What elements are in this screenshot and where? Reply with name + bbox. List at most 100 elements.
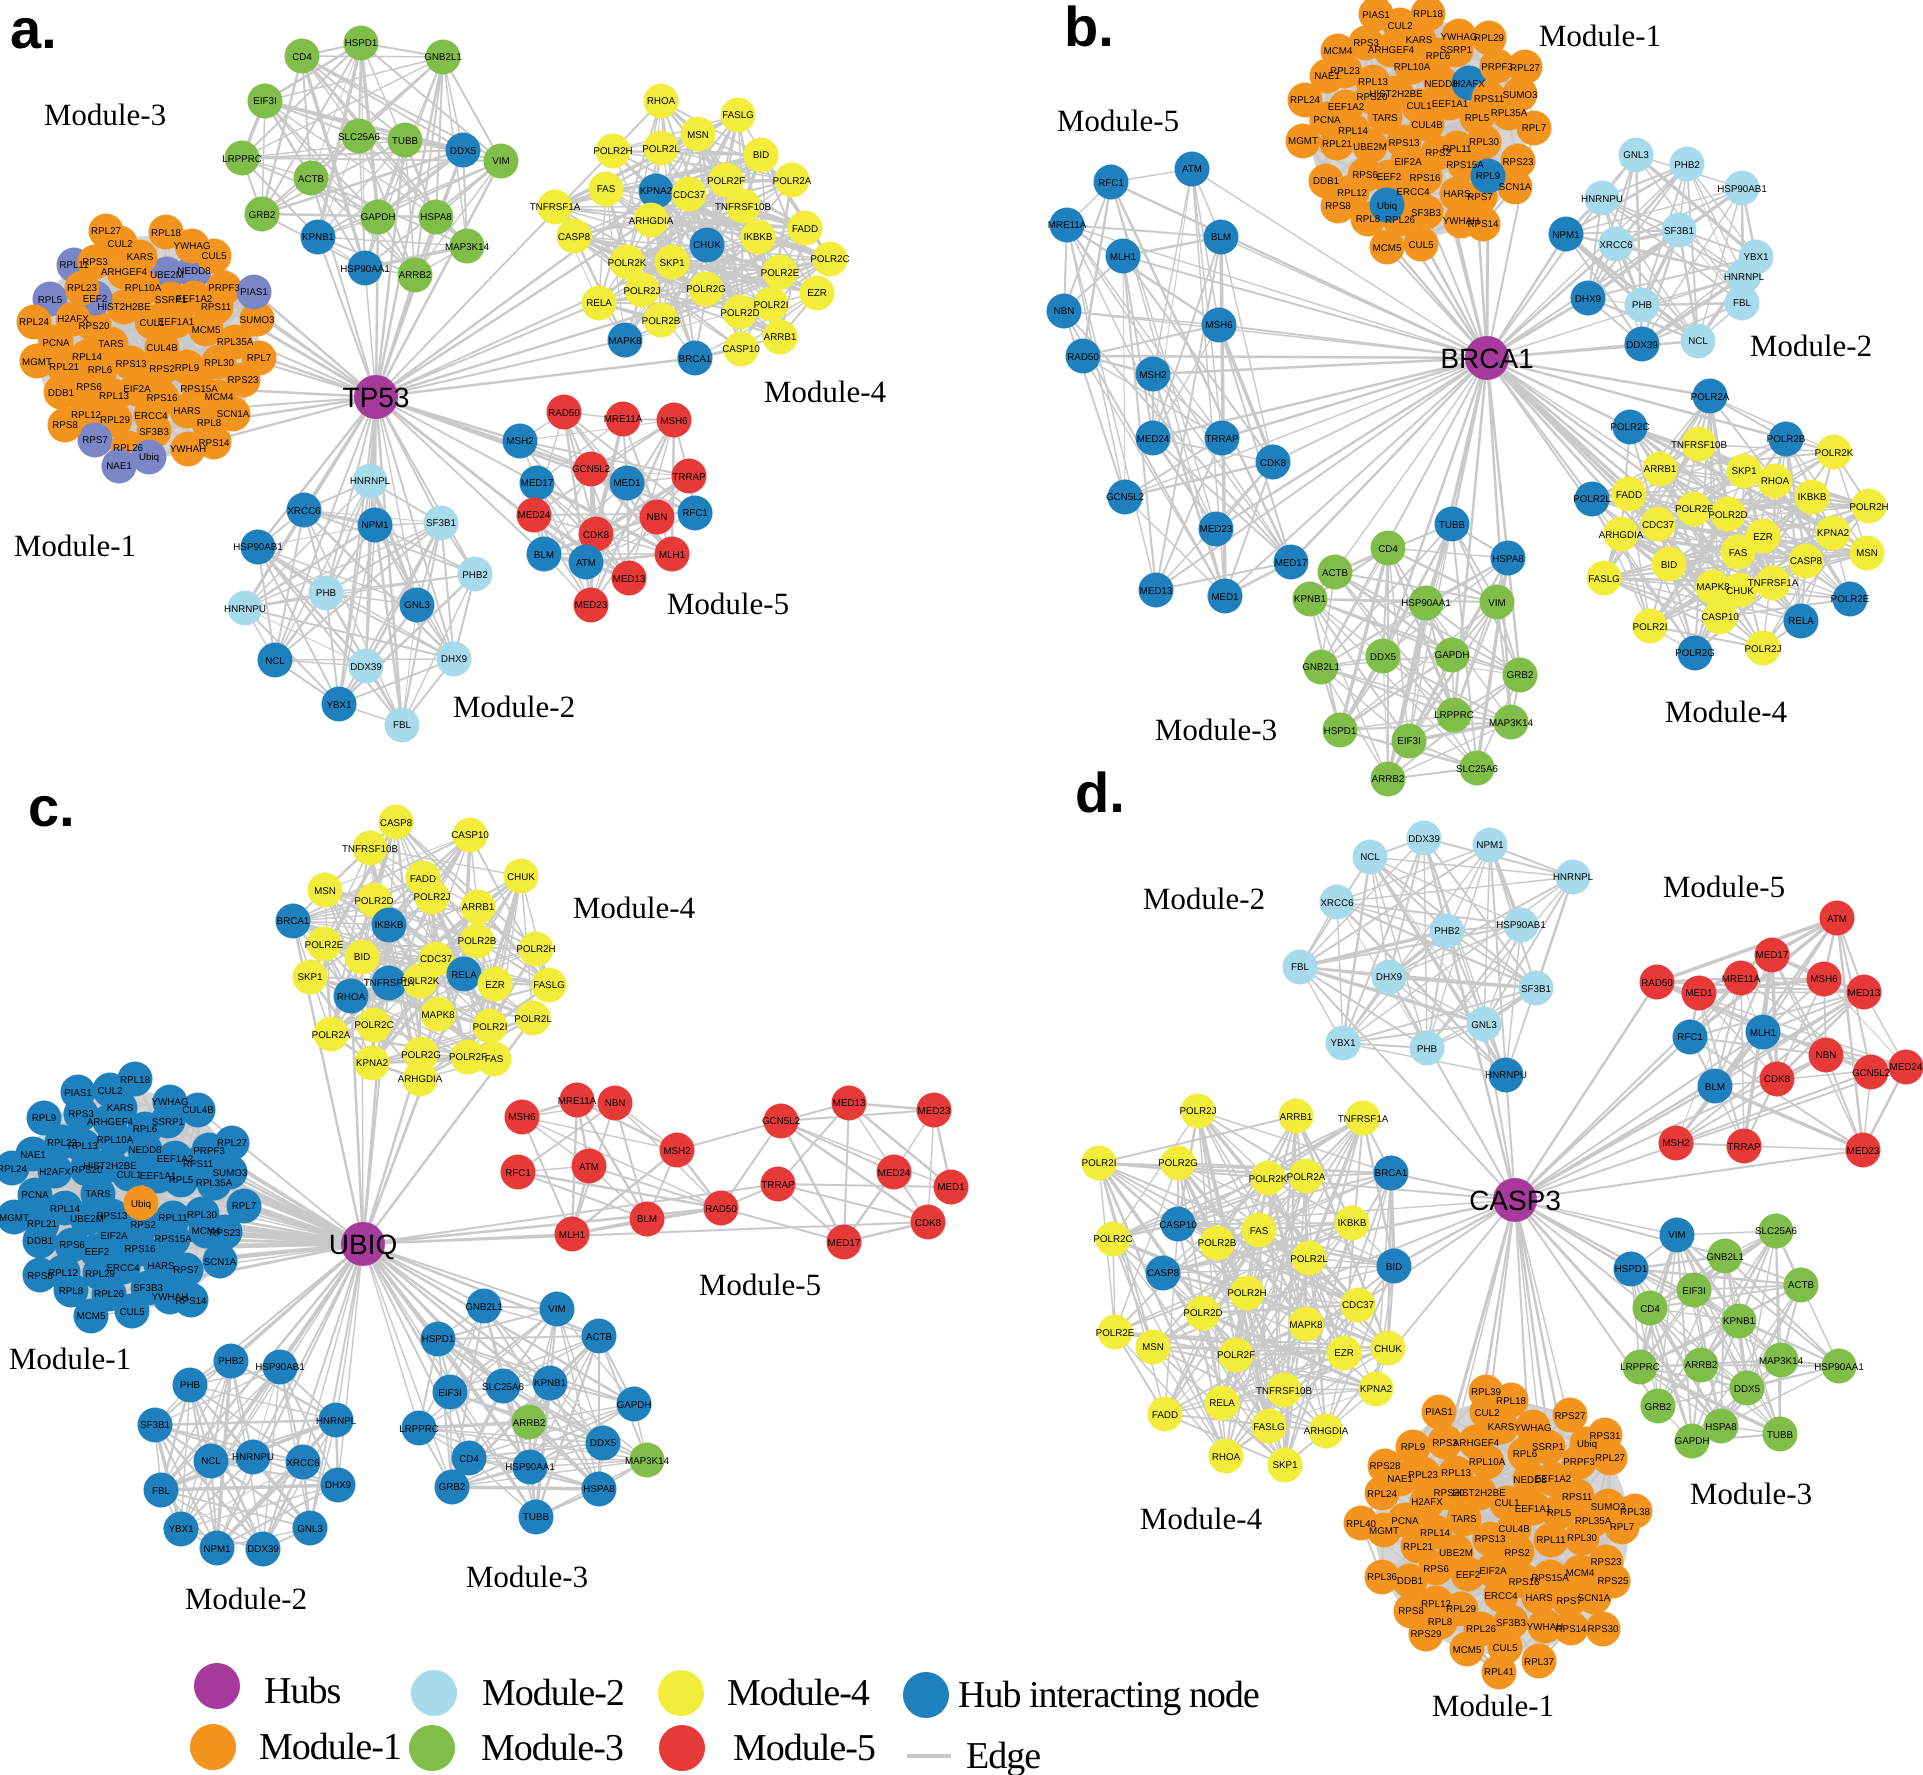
- svg-text:HSP90AB1: HSP90AB1: [255, 1362, 305, 1373]
- svg-text:HNRNPL: HNRNPL: [350, 476, 391, 487]
- svg-text:POLR2F: POLR2F: [449, 1052, 487, 1063]
- svg-text:CASP10: CASP10: [1159, 1220, 1197, 1231]
- svg-text:b.: b.: [1064, 0, 1114, 58]
- svg-text:Ubiq: Ubiq: [139, 452, 159, 463]
- svg-text:CDC37: CDC37: [673, 190, 705, 201]
- svg-text:EZR: EZR: [485, 980, 505, 991]
- svg-text:YWHAG: YWHAG: [173, 241, 210, 252]
- svg-text:RPS23: RPS23: [209, 1228, 241, 1239]
- svg-text:RPS6: RPS6: [1423, 1564, 1449, 1575]
- svg-text:DDX39: DDX39: [247, 1544, 279, 1555]
- svg-text:GNL3: GNL3: [1623, 150, 1649, 161]
- svg-text:HSP90AB1: HSP90AB1: [1496, 920, 1546, 931]
- svg-text:RPL9: RPL9: [1401, 1442, 1426, 1453]
- svg-text:NBN: NBN: [647, 512, 668, 523]
- svg-text:Module-1: Module-1: [9, 1341, 131, 1376]
- svg-text:Module-2: Module-2: [482, 1672, 624, 1714]
- svg-text:DDB1: DDB1: [27, 1236, 53, 1247]
- svg-text:POLR2C: POLR2C: [1093, 1234, 1132, 1245]
- svg-text:RPS8: RPS8: [52, 420, 78, 431]
- svg-text:PRPF3: PRPF3: [1481, 62, 1513, 73]
- svg-text:ARHGDIA: ARHGDIA: [629, 216, 674, 227]
- svg-text:RELA: RELA: [1788, 616, 1814, 627]
- svg-text:POLR2D: POLR2D: [1183, 1308, 1222, 1319]
- svg-text:RPS31: RPS31: [1589, 1431, 1620, 1442]
- svg-text:RHOA: RHOA: [647, 96, 676, 107]
- svg-text:RPL7: RPL7: [232, 1201, 257, 1212]
- svg-text:SF3B1: SF3B1: [426, 518, 456, 529]
- svg-text:ARHGEF4: ARHGEF4: [101, 267, 148, 278]
- svg-text:EZR: EZR: [1334, 1348, 1354, 1359]
- svg-text:CUL4B: CUL4B: [1498, 1524, 1530, 1535]
- svg-text:MCM5: MCM5: [1453, 1645, 1482, 1656]
- svg-text:GAPDH: GAPDH: [361, 212, 396, 223]
- svg-text:CASP10: CASP10: [722, 344, 760, 355]
- svg-text:RPL24: RPL24: [1290, 95, 1321, 106]
- svg-text:ARHGDIA: ARHGDIA: [1304, 1426, 1349, 1437]
- svg-text:PHB2: PHB2: [1434, 926, 1460, 937]
- svg-text:VIM: VIM: [1668, 1230, 1685, 1241]
- svg-text:CUL4B: CUL4B: [182, 1105, 214, 1116]
- svg-text:MED23: MED23: [575, 600, 608, 611]
- svg-text:Module-2: Module-2: [453, 689, 575, 724]
- svg-text:GAPDH: GAPDH: [1435, 650, 1470, 661]
- svg-text:RPS8: RPS8: [27, 1271, 53, 1282]
- svg-text:HIST2H2BE: HIST2H2BE: [1369, 89, 1423, 100]
- svg-text:Module-4: Module-4: [573, 890, 696, 925]
- svg-text:SCN1A: SCN1A: [1578, 1593, 1611, 1604]
- svg-text:GCN5L2: GCN5L2: [1106, 492, 1144, 503]
- svg-text:MED24: MED24: [1137, 434, 1170, 445]
- svg-text:MRE11A: MRE11A: [558, 1096, 597, 1107]
- svg-text:ATM: ATM: [579, 1162, 599, 1173]
- svg-text:RPL10A: RPL10A: [125, 283, 162, 294]
- svg-text:HSPD1: HSPD1: [422, 1334, 455, 1345]
- svg-text:PIAS1: PIAS1: [240, 287, 268, 298]
- svg-text:TNFRSF10B: TNFRSF10B: [1256, 1386, 1313, 1397]
- svg-text:Module-5: Module-5: [699, 1267, 821, 1302]
- svg-text:RPL23: RPL23: [1330, 66, 1361, 77]
- svg-text:EEF2: EEF2: [83, 294, 108, 305]
- svg-text:MED13: MED13: [833, 1098, 866, 1109]
- svg-text:MAPK8: MAPK8: [1696, 582, 1730, 593]
- svg-text:MSH6: MSH6: [660, 416, 688, 427]
- svg-text:MCM4: MCM4: [192, 1226, 221, 1237]
- svg-text:RPL18: RPL18: [1496, 1396, 1527, 1407]
- svg-text:TUBB: TUBB: [1439, 520, 1466, 531]
- svg-text:RPL30: RPL30: [1567, 1533, 1598, 1544]
- svg-text:FBL: FBL: [152, 1486, 171, 1497]
- svg-text:HSP90AA1: HSP90AA1: [505, 1462, 555, 1473]
- svg-text:RPS3: RPS3: [1353, 38, 1379, 49]
- svg-text:ARHGDIA: ARHGDIA: [1599, 530, 1644, 541]
- svg-text:NPM1: NPM1: [1552, 230, 1579, 241]
- svg-text:Module-5: Module-5: [733, 1727, 875, 1769]
- svg-text:RPS13: RPS13: [1474, 1534, 1506, 1545]
- svg-text:POLR2H: POLR2H: [1227, 1288, 1266, 1299]
- svg-text:DHX9: DHX9: [325, 1480, 351, 1491]
- svg-text:ARRB2: ARRB2: [1685, 1360, 1718, 1371]
- svg-text:SLC25A6: SLC25A6: [1456, 764, 1498, 775]
- svg-text:RPS6: RPS6: [1352, 170, 1378, 181]
- svg-text:RPL24: RPL24: [1367, 1489, 1398, 1500]
- svg-text:CDC37: CDC37: [1642, 520, 1674, 531]
- svg-text:RPL11: RPL11: [59, 260, 88, 271]
- svg-text:NEDD8: NEDD8: [177, 266, 211, 277]
- svg-text:RPL27: RPL27: [1595, 1453, 1625, 1464]
- svg-text:GRB2: GRB2: [1645, 1402, 1672, 1413]
- svg-text:RPS11: RPS11: [183, 1159, 213, 1170]
- svg-text:DHX9: DHX9: [1376, 972, 1402, 983]
- svg-text:DDX39: DDX39: [350, 662, 382, 673]
- svg-text:DDX39: DDX39: [1626, 340, 1658, 351]
- svg-text:SLC25A6: SLC25A6: [482, 1382, 524, 1393]
- svg-text:Ubiq: Ubiq: [131, 1199, 151, 1210]
- svg-text:HIST2H2BE: HIST2H2BE: [83, 1161, 137, 1172]
- svg-text:RPL26: RPL26: [113, 443, 144, 454]
- svg-text:PRPF3: PRPF3: [193, 1146, 225, 1157]
- svg-text:NCL: NCL: [201, 1456, 221, 1467]
- svg-text:YBX1: YBX1: [1330, 1038, 1355, 1049]
- svg-text:UBE2M: UBE2M: [1439, 1548, 1473, 1559]
- svg-text:HSPD1: HSPD1: [345, 38, 378, 49]
- svg-text:TARS: TARS: [85, 1189, 111, 1200]
- svg-text:DDX39: DDX39: [1408, 834, 1440, 845]
- svg-text:MED23: MED23: [1200, 524, 1233, 535]
- svg-text:MAPK8: MAPK8: [421, 1010, 455, 1021]
